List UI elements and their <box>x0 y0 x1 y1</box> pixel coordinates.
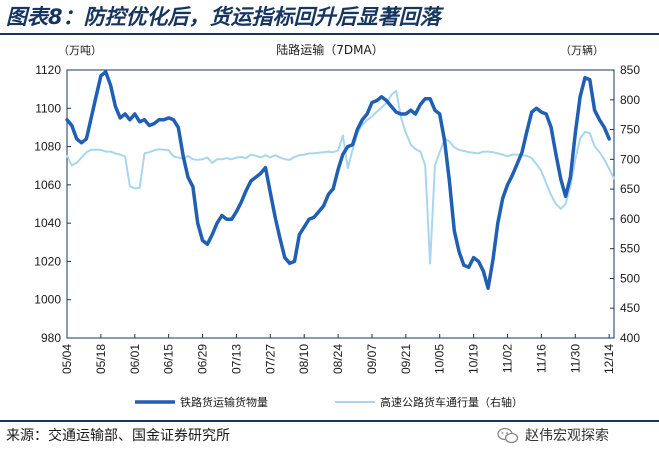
left-tick-label: 980 <box>41 331 61 345</box>
left-tick-label: 1000 <box>34 293 61 307</box>
right-tick-label: 400 <box>620 331 640 345</box>
right-tick-label: 450 <box>620 301 640 315</box>
legend-label-rail: 铁路货运输货物量 <box>180 395 268 409</box>
x-tick-label: 09/21 <box>399 344 413 374</box>
x-tick-label: 10/05 <box>433 344 447 374</box>
highway-truck-line <box>66 89 615 265</box>
left-tick-label: 1040 <box>34 216 61 230</box>
x-tick-label: 07/27 <box>263 344 277 374</box>
x-tick-label: 08/24 <box>331 344 345 374</box>
source-note: 来源：交通运输部、国金证券研究所 <box>6 428 230 444</box>
x-tick-label: 09/07 <box>365 344 379 374</box>
source-rule <box>0 420 659 422</box>
title-rule <box>0 33 659 35</box>
x-tick-label: 06/01 <box>128 344 142 374</box>
left-tick-label: 1100 <box>35 101 61 115</box>
right-tick-label: 850 <box>620 63 640 77</box>
x-tick-label: 06/29 <box>196 344 210 374</box>
watermark: 赵伟宏观探索 <box>497 424 609 448</box>
watermark-text: 赵伟宏观探索 <box>525 428 609 444</box>
rail-freight-line <box>65 70 611 290</box>
x-tick-label: 06/15 <box>162 344 176 374</box>
left-tick-label: 1080 <box>34 140 61 154</box>
x-tick-label: 08/10 <box>297 344 311 374</box>
right-tick-label: 650 <box>620 182 640 196</box>
right-tick-label: 550 <box>620 242 640 256</box>
x-tick-label: 05/18 <box>94 344 108 374</box>
legend: 铁路货运输货物量 高速公路货车通行量（右轴） <box>135 395 523 409</box>
chart: 980 1000 1020 1040 1060 1080 1100 1120 400 450 50… <box>34 42 640 409</box>
x-tick-label: 10/19 <box>467 344 481 374</box>
right-tick-label: 800 <box>620 93 640 107</box>
right-tick-label: 750 <box>620 123 640 137</box>
series-lines <box>65 70 615 290</box>
chart-title: 陆路运输（7DMA） <box>276 42 383 57</box>
x-tick-label: 11/02 <box>501 344 515 373</box>
left-tick-label: 1020 <box>34 254 61 268</box>
plot-frame <box>66 69 615 339</box>
left-tick-label: 1120 <box>35 63 61 77</box>
left-axis: 980 1000 1020 1040 1060 1080 1100 1120 <box>34 63 71 345</box>
right-axis: 400 450 500 550 600 650 700 750 800 850 <box>610 63 640 345</box>
x-axis: 05/04 05/18 06/01 06/15 06/29 07/13 07/27 08/10… <box>60 334 616 374</box>
x-tick-label: 12/14 <box>602 344 616 374</box>
x-tick-label: 05/04 <box>60 344 74 374</box>
wechat-icon <box>497 427 519 444</box>
right-axis-unit: （万辆） <box>560 43 604 57</box>
figure-title: 图表8：防控优化后，货运指标回升后显著回落 <box>6 5 441 29</box>
x-tick-label: 11/16 <box>534 344 548 373</box>
right-tick-label: 700 <box>620 152 640 166</box>
left-tick-label: 1060 <box>34 178 61 192</box>
right-tick-label: 500 <box>620 271 640 285</box>
left-axis-unit: （万吨） <box>58 44 102 57</box>
x-tick-label: 07/13 <box>229 344 243 374</box>
x-tick-label: 11/30 <box>568 344 582 373</box>
legend-label-highway: 高速公路货车通行量（右轴） <box>380 395 523 409</box>
right-tick-label: 600 <box>620 212 640 226</box>
